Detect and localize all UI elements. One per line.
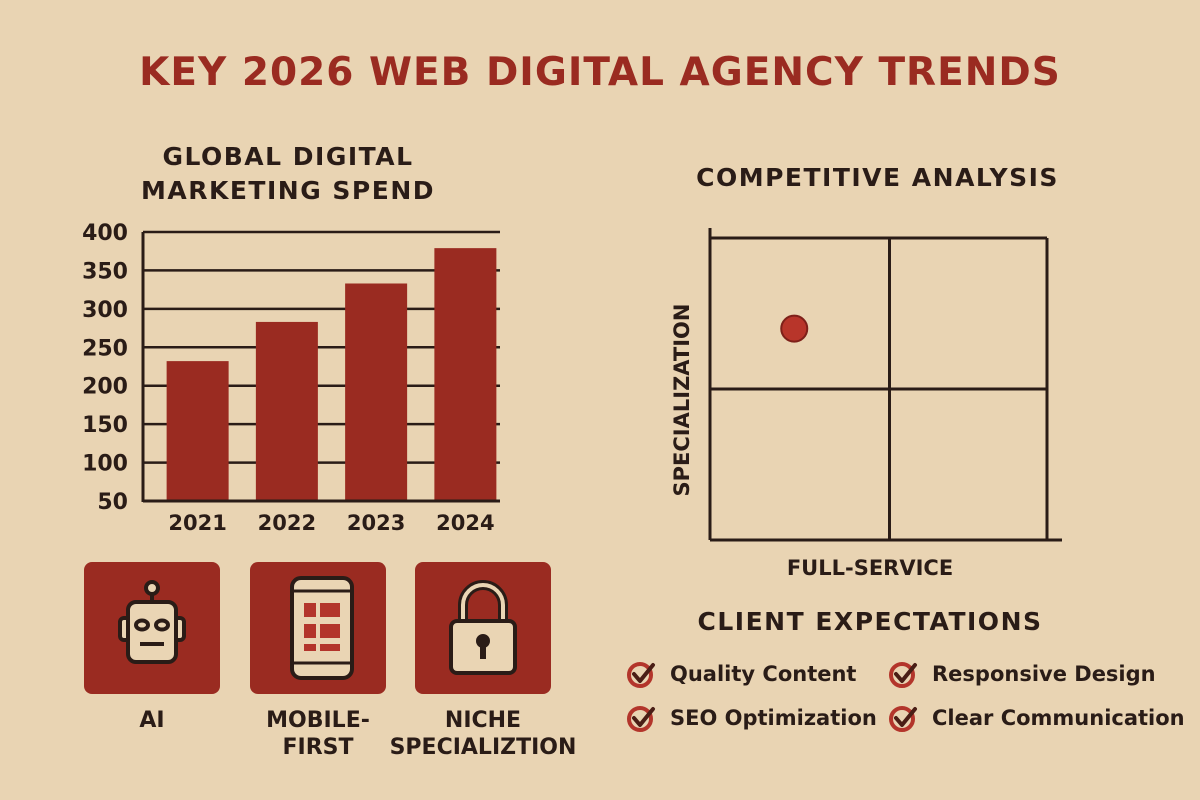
- y-tick-label: 50: [97, 490, 128, 515]
- trend-label-ai: AI: [67, 707, 237, 734]
- page-title: KEY 2026 WEB DIGITAL AGENCY TRENDS: [139, 50, 1061, 95]
- y-tick-label: 250: [82, 336, 128, 361]
- x-tick-label: 2024: [436, 511, 494, 535]
- client-expectations-title: CLIENT EXPECTATIONS: [697, 607, 1043, 636]
- trend-tile-ai: [84, 562, 220, 694]
- y-axis-label: SPECIALIZATION: [670, 304, 694, 497]
- bar-2022: [255, 321, 318, 501]
- expectation-item: SEO Optimization: [626, 704, 877, 732]
- expectation-item: Quality Content: [626, 660, 856, 688]
- trend-tile-mobile-first: [250, 562, 386, 694]
- y-tick-label: 300: [82, 298, 128, 323]
- trend-label-niche: NICHE SPECIALIZTION: [383, 707, 583, 761]
- y-tick-label: 350: [82, 259, 128, 284]
- checkmark-circle-icon: [627, 706, 655, 732]
- y-tick-label: 400: [82, 221, 128, 246]
- x-tick-label: 2023: [347, 511, 405, 535]
- expectation-item: Clear Communication: [888, 704, 1185, 732]
- competitive-analysis-title: COMPETITIVE ANALYSIS: [696, 163, 1059, 192]
- checkmark-circle-icon: [627, 662, 655, 688]
- expectation-label: SEO Optimization: [670, 706, 877, 730]
- bar-chart-title-line: GLOBAL DIGITAL: [162, 142, 414, 171]
- competitive-analysis-chart: FULL-SERVICE SPECIALIZATION: [670, 228, 1062, 580]
- expectation-label: Clear Communication: [932, 706, 1185, 730]
- bar-chart: 50 100 150 200 250 300 350 400 2021 2022 2023 2024: [82, 221, 500, 535]
- padlock-icon: [449, 580, 517, 675]
- trend-label-line: MOBILE-: [266, 708, 370, 733]
- expectation-label: Quality Content: [670, 662, 857, 686]
- bar-2021: [166, 361, 229, 501]
- y-tick-label: 200: [82, 375, 128, 400]
- trend-label-line: FIRST: [282, 735, 354, 760]
- trend-label-mobile-first: MOBILE- FIRST: [233, 707, 403, 761]
- x-tick-label: 2021: [168, 511, 226, 535]
- bar-chart-title-line: MARKETING SPEND: [140, 176, 435, 205]
- bar-chart-title: GLOBAL DIGITAL MARKETING SPEND: [88, 140, 488, 208]
- y-tick-label: 150: [82, 413, 128, 438]
- trend-tile-niche: [415, 562, 551, 694]
- robot-icon: [118, 580, 186, 664]
- trend-label-line: AI: [139, 708, 165, 733]
- mobile-phone-icon: [290, 576, 354, 680]
- checkmark-circle-icon: [889, 706, 917, 732]
- data-point: [780, 314, 809, 343]
- y-tick-label: 100: [82, 452, 128, 477]
- trend-label-line: SPECIALIZTION: [389, 735, 577, 760]
- x-axis-label: FULL-SERVICE: [787, 556, 953, 580]
- expectation-label: Responsive Design: [932, 662, 1156, 686]
- x-tick-label: 2022: [258, 511, 316, 535]
- checkmark-circle-icon: [889, 662, 917, 688]
- bar-2023: [345, 283, 408, 501]
- bar-2024: [434, 248, 497, 501]
- trend-label-line: NICHE: [444, 708, 522, 733]
- expectation-item: Responsive Design: [888, 660, 1156, 688]
